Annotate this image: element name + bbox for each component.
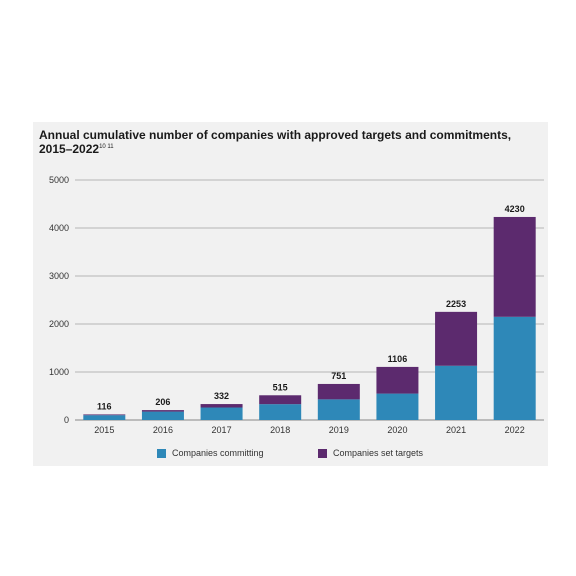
bar-segment-committing bbox=[200, 407, 243, 420]
bar-segment-set-targets bbox=[435, 311, 478, 366]
bar-segment-set-targets bbox=[141, 410, 184, 412]
bar-segment-set-targets bbox=[493, 216, 536, 317]
bar-segment-committing bbox=[317, 399, 360, 420]
x-tick-label: 2021 bbox=[446, 425, 466, 435]
bar-total-label: 1106 bbox=[388, 354, 408, 364]
bar-segment-committing bbox=[141, 411, 184, 420]
bar-segment-committing bbox=[83, 415, 126, 420]
y-tick-label: 2000 bbox=[49, 319, 69, 329]
bar-segment-committing bbox=[435, 365, 478, 420]
legend-label: Companies set targets bbox=[333, 448, 424, 458]
y-tick-label: 4000 bbox=[49, 223, 69, 233]
x-tick-label: 2017 bbox=[212, 425, 232, 435]
x-tick-label: 2019 bbox=[329, 425, 349, 435]
y-tick-label: 1000 bbox=[49, 367, 69, 377]
x-tick-label: 2022 bbox=[505, 425, 525, 435]
chart-plot: 0 1000 2000 3000 4000 5000 116 2015 206 2016 332 20… bbox=[49, 175, 544, 435]
bar-segment-set-targets bbox=[317, 383, 360, 400]
x-tick-label: 2016 bbox=[153, 425, 173, 435]
chart-title-footnote: 10 11 bbox=[99, 144, 114, 150]
legend-item: Companies committing bbox=[157, 448, 264, 458]
x-tick-label: 2020 bbox=[387, 425, 407, 435]
chart-figure: Annual cumulative number of companies wi… bbox=[33, 122, 548, 466]
legend-swatch bbox=[318, 448, 327, 458]
bar-total-label: 2253 bbox=[446, 299, 466, 309]
bar-segment-committing bbox=[259, 404, 302, 420]
bar-segment-set-targets bbox=[376, 366, 419, 394]
legend-label: Companies committing bbox=[172, 448, 264, 458]
bar-total-label: 515 bbox=[273, 382, 288, 392]
bar-segment-set-targets bbox=[83, 414, 126, 416]
y-tick-label: 0 bbox=[64, 415, 69, 425]
y-tick-label: 3000 bbox=[49, 271, 69, 281]
legend-swatch bbox=[157, 448, 166, 458]
x-tick-label: 2018 bbox=[270, 425, 290, 435]
bar-segment-set-targets bbox=[200, 404, 243, 408]
bar-segment-committing bbox=[493, 316, 536, 420]
bar-total-label: 751 bbox=[331, 371, 346, 381]
bar-total-label: 116 bbox=[97, 401, 112, 411]
bar-total-label: 332 bbox=[214, 391, 229, 401]
legend-item: Companies set targets bbox=[318, 448, 423, 458]
bar-total-label: 206 bbox=[155, 397, 170, 407]
bar-segment-set-targets bbox=[259, 395, 302, 405]
x-tick-label: 2015 bbox=[94, 425, 114, 435]
bar-segment-committing bbox=[376, 393, 419, 420]
y-tick-label: 5000 bbox=[49, 175, 69, 185]
bar-total-label: 4230 bbox=[505, 204, 525, 214]
chart-title: Annual cumulative number of companies wi… bbox=[39, 128, 539, 156]
chart-legend: Companies committing Companies set target… bbox=[33, 448, 548, 462]
chart-title-text: Annual cumulative number of companies wi… bbox=[39, 128, 512, 156]
